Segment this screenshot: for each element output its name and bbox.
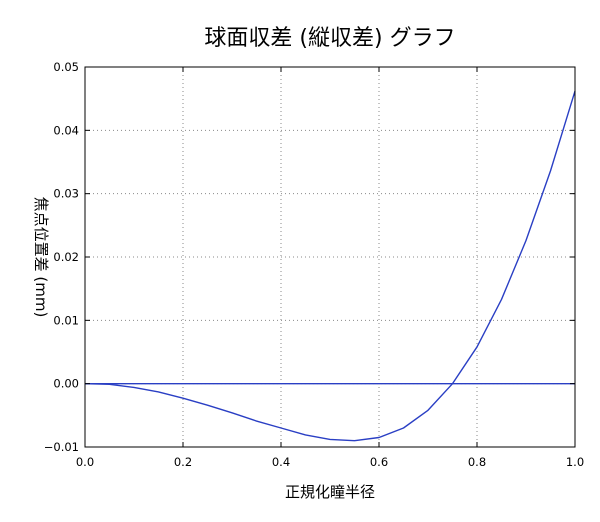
y-tick-label: 0.02 (53, 250, 79, 264)
x-tick-label: 0.4 (272, 455, 290, 469)
x-tick-label: 1.0 (566, 455, 584, 469)
x-tick-label: 0.8 (468, 455, 486, 469)
x-ticks: 0.0 0.2 0.4 0.6 0.8 1.0 (76, 67, 584, 469)
y-tick-label: 0.00 (53, 377, 79, 391)
y-axis-label: 焦点位置差 (mm) (32, 197, 50, 318)
chart-title: 球面収差 (縦収差) グラフ (204, 26, 455, 51)
y-tick-label: 0.04 (53, 123, 79, 137)
x-tick-label: 0.6 (370, 455, 388, 469)
series-line-1 (84, 90, 576, 442)
y-tick-label: 0.05 (53, 60, 79, 74)
y-tick-label: 0.03 (53, 187, 79, 201)
x-tick-label: 0.2 (174, 455, 192, 469)
series-group (84, 90, 576, 442)
y-tick-label: −0.01 (44, 440, 79, 454)
x-axis-label: 正規化瞳半径 (285, 483, 375, 501)
y-ticks: −0.01 0.00 0.01 0.02 0.03 0.04 0.05 (44, 60, 575, 454)
grid (85, 67, 575, 447)
y-tick-label: 0.01 (53, 313, 79, 327)
x-tick-label: 0.0 (76, 455, 94, 469)
